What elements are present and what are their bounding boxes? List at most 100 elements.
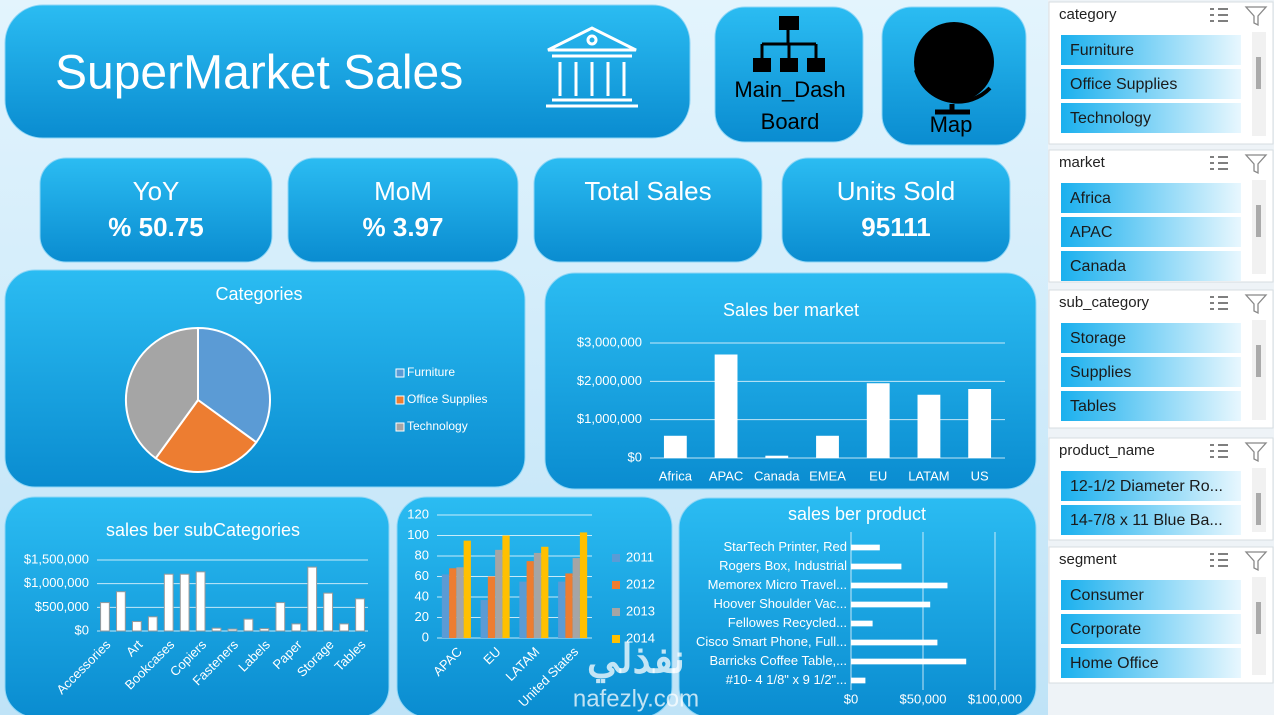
bar — [463, 540, 471, 638]
multi-select-icon[interactable] — [1210, 296, 1228, 310]
bar — [291, 623, 302, 632]
y-tick-label: $0 — [75, 622, 89, 637]
bar — [147, 616, 158, 632]
bar — [275, 602, 286, 632]
y-tick-label: #10- 4 1/8" x 9 1/2"... — [726, 672, 847, 687]
y-tick-label: 0 — [422, 629, 429, 644]
legend-marker — [612, 635, 620, 643]
slicer-item[interactable] — [1061, 69, 1241, 99]
slicer-item-label: Home Office — [1070, 655, 1159, 672]
slicer-item[interactable] — [1061, 580, 1241, 610]
kpi-value: % 50.75 — [108, 212, 203, 242]
slicer-item[interactable] — [1061, 323, 1241, 353]
slicer-item[interactable] — [1061, 103, 1241, 133]
slicer-item[interactable] — [1061, 183, 1241, 213]
slicer-title: market — [1059, 154, 1106, 171]
slicer-item-label: Office Supplies — [1070, 76, 1177, 93]
watermark: نفذلي — [587, 638, 685, 684]
bar — [663, 435, 687, 458]
org-icon — [753, 16, 825, 72]
slicer-item-label: 14-7/8 x 11 Blue Ba... — [1070, 512, 1223, 529]
chart-title: Sales ber market — [723, 300, 859, 320]
y-tick-label: 120 — [407, 506, 429, 521]
bar — [968, 389, 992, 458]
slicer-item[interactable] — [1061, 357, 1241, 387]
kpi-card — [39, 157, 273, 263]
bar — [572, 558, 580, 638]
slicer-title: category — [1059, 6, 1117, 23]
bar — [259, 628, 270, 632]
bar — [502, 535, 510, 638]
slicer-item[interactable] — [1061, 648, 1241, 678]
bar — [558, 581, 566, 638]
x-tick-label: US — [971, 468, 989, 483]
multi-select-icon[interactable] — [1210, 156, 1228, 170]
pie-slice — [197, 326, 271, 444]
slicer-item-label: APAC — [1070, 224, 1112, 241]
bar — [541, 546, 549, 638]
y-tick-label: $1,500,000 — [24, 551, 89, 566]
pie-slice — [125, 326, 199, 460]
slicer-item[interactable] — [1061, 217, 1241, 247]
slicer-title: segment — [1059, 551, 1117, 568]
x-tick-label: Africa — [659, 468, 693, 483]
slicer-item[interactable] — [1061, 505, 1241, 535]
multi-select-icon[interactable] — [1210, 8, 1228, 22]
x-tick-label: Canada — [754, 468, 800, 483]
bar — [227, 628, 238, 632]
bar — [487, 576, 496, 638]
legend-label: Furniture — [407, 365, 455, 379]
legend-marker — [612, 608, 620, 616]
bar — [765, 455, 789, 458]
bar — [100, 602, 110, 632]
slicer-item-label: Storage — [1070, 330, 1126, 347]
slicer-item[interactable] — [1061, 35, 1241, 65]
y-tick-label: $3,000,000 — [577, 334, 642, 349]
chart-title: Categories — [215, 284, 302, 304]
bar — [851, 563, 902, 570]
slicer-item-label: Furniture — [1070, 42, 1134, 59]
x-tick-label: $100,000 — [968, 691, 1022, 706]
globe-icon — [914, 22, 994, 115]
title-panel — [4, 4, 691, 139]
clear-filter-icon[interactable] — [1244, 551, 1268, 572]
y-tick-label: $1,000,000 — [577, 411, 642, 426]
bar — [851, 658, 967, 665]
slicer-item[interactable] — [1061, 251, 1241, 281]
bar — [441, 574, 450, 638]
chart-title: sales ber product — [788, 504, 926, 524]
legend-label: 2014 — [626, 630, 655, 645]
bar — [851, 677, 866, 684]
bar — [851, 639, 938, 646]
legend-label: Office Supplies — [407, 392, 488, 406]
bar — [449, 568, 457, 638]
slicer-item[interactable] — [1061, 614, 1241, 644]
bar — [816, 435, 839, 458]
chart-title: sales ber subCategories — [106, 520, 300, 540]
slicer-item[interactable] — [1061, 391, 1241, 421]
clear-filter-icon[interactable] — [1244, 442, 1268, 463]
bar — [211, 627, 222, 632]
clear-filter-icon[interactable] — [1244, 294, 1268, 315]
slicer-item[interactable] — [1061, 471, 1241, 501]
bank-icon — [546, 26, 638, 108]
y-tick-label: $500,000 — [35, 599, 89, 614]
multi-select-icon[interactable] — [1210, 553, 1228, 567]
slicer-item-label: 12-1/2 Diameter Ro... — [1070, 478, 1223, 495]
legend-label: 2011 — [626, 549, 654, 564]
bar — [323, 592, 334, 632]
y-tick-label: StarTech Printer, Red — [723, 539, 847, 554]
y-tick-label: Hoover Shoulder Vac... — [714, 596, 847, 611]
nav-button[interactable] — [714, 6, 864, 143]
kpi-card — [533, 157, 763, 263]
clear-filter-icon[interactable] — [1244, 154, 1268, 175]
x-tick-label: $0 — [844, 691, 858, 706]
clear-filter-icon[interactable] — [1244, 6, 1268, 27]
y-tick-label: Cisco Smart Phone, Full... — [696, 634, 847, 649]
legend-label: 2012 — [626, 576, 655, 591]
bar — [714, 354, 738, 458]
bar — [179, 573, 190, 632]
multi-select-icon[interactable] — [1210, 444, 1228, 458]
bar — [355, 598, 365, 632]
y-tick-label: Fellowes Recycled... — [728, 615, 847, 630]
